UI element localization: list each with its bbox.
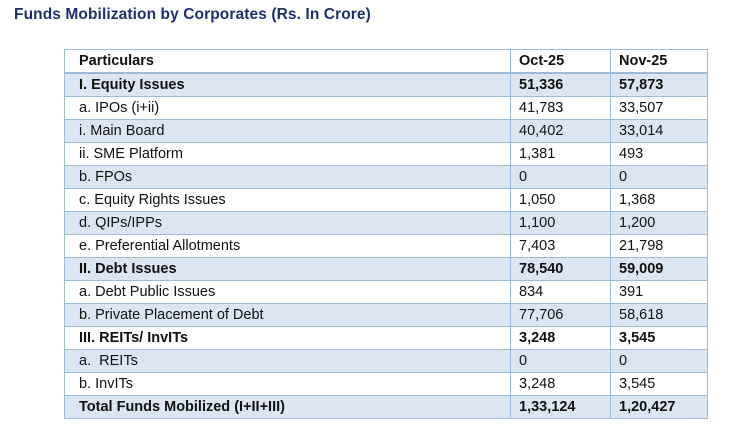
table-row-invits: b. InvITs 3,248 3,545 (64, 372, 708, 396)
row-label: c. Equity Rights Issues (64, 188, 511, 212)
row-nov-value: 33,507 (610, 96, 708, 120)
row-nov-value: 33,014 (610, 119, 708, 143)
row-oct-value: 3,248 (510, 372, 611, 396)
row-nov-value: 1,20,427 (610, 395, 708, 419)
table-row-reits: a. REITs 0 0 (64, 349, 708, 373)
row-label: b. Private Placement of Debt (64, 303, 511, 327)
table-row-debt-public-issues: a. Debt Public Issues 834 391 (64, 280, 708, 304)
row-oct-value: 1,381 (510, 142, 611, 166)
table-row-sme-platform: ii. SME Platform 1,381 493 (64, 142, 708, 166)
table-row-qips-ipps: d. QIPs/IPPs 1,100 1,200 (64, 211, 708, 235)
row-label: d. QIPs/IPPs (64, 211, 511, 235)
row-label: III. REITs/ InvITs (64, 326, 511, 350)
row-label: i. Main Board (64, 119, 511, 143)
row-nov-value: 21,798 (610, 234, 708, 258)
row-oct-value: 1,050 (510, 188, 611, 212)
row-nov-value: 1,200 (610, 211, 708, 235)
table-row-fpos: b. FPOs 0 0 (64, 165, 708, 189)
row-oct-value: 41,783 (510, 96, 611, 120)
row-oct-value: 0 (510, 165, 611, 189)
table-row-private-placement-of-debt: b. Private Placement of Debt 77,706 58,6… (64, 303, 708, 327)
row-label: b. InvITs (64, 372, 511, 396)
row-label: I. Equity Issues (64, 72, 511, 97)
row-label: II. Debt Issues (64, 257, 511, 281)
row-oct-value: 1,33,124 (510, 395, 611, 419)
row-label: b. FPOs (64, 165, 511, 189)
row-label: Total Funds Mobilized (I+II+III) (64, 395, 511, 419)
table-row-reits-invits: III. REITs/ InvITs 3,248 3,545 (64, 326, 708, 350)
table-row-equity-rights-issues: c. Equity Rights Issues 1,050 1,368 (64, 188, 708, 212)
table-row-equity-issues: I. Equity Issues 51,336 57,873 (64, 72, 708, 97)
page-title: Funds Mobilization by Corporates (Rs. In… (14, 6, 371, 23)
row-nov-value: 0 (610, 349, 708, 373)
row-nov-value: 59,009 (610, 257, 708, 281)
table-row-main-board: i. Main Board 40,402 33,014 (64, 119, 708, 143)
row-oct-value: 3,248 (510, 326, 611, 350)
table-header-row: Particulars Oct-25 Nov-25 (64, 49, 708, 74)
row-label: a. IPOs (i+ii) (64, 96, 511, 120)
table-row-preferential-allotments: e. Preferential Allotments 7,403 21,798 (64, 234, 708, 258)
row-oct-value: 0 (510, 349, 611, 373)
table-row-ipos: a. IPOs (i+ii) 41,783 33,507 (64, 96, 708, 120)
row-label: a. REITs (64, 349, 511, 373)
row-oct-value: 40,402 (510, 119, 611, 143)
row-nov-value: 3,545 (610, 326, 708, 350)
row-oct-value: 51,336 (510, 72, 611, 97)
row-oct-value: 1,100 (510, 211, 611, 235)
row-label: ii. SME Platform (64, 142, 511, 166)
row-nov-value: 493 (610, 142, 708, 166)
row-oct-value: 7,403 (510, 234, 611, 258)
row-label: a. Debt Public Issues (64, 280, 511, 304)
header-particulars: Particulars (64, 49, 511, 74)
row-nov-value: 57,873 (610, 72, 708, 97)
funds-mobilization-table: Particulars Oct-25 Nov-25 I. Equity Issu… (64, 49, 708, 419)
row-label: e. Preferential Allotments (64, 234, 511, 258)
row-oct-value: 834 (510, 280, 611, 304)
table-row-total-funds-mobilized: Total Funds Mobilized (I+II+III) 1,33,12… (64, 395, 708, 419)
row-nov-value: 391 (610, 280, 708, 304)
row-oct-value: 77,706 (510, 303, 611, 327)
row-nov-value: 58,618 (610, 303, 708, 327)
row-nov-value: 0 (610, 165, 708, 189)
row-nov-value: 1,368 (610, 188, 708, 212)
table-row-debt-issues: II. Debt Issues 78,540 59,009 (64, 257, 708, 281)
header-oct-25: Oct-25 (510, 49, 611, 74)
row-nov-value: 3,545 (610, 372, 708, 396)
header-nov-25: Nov-25 (610, 49, 708, 74)
row-oct-value: 78,540 (510, 257, 611, 281)
